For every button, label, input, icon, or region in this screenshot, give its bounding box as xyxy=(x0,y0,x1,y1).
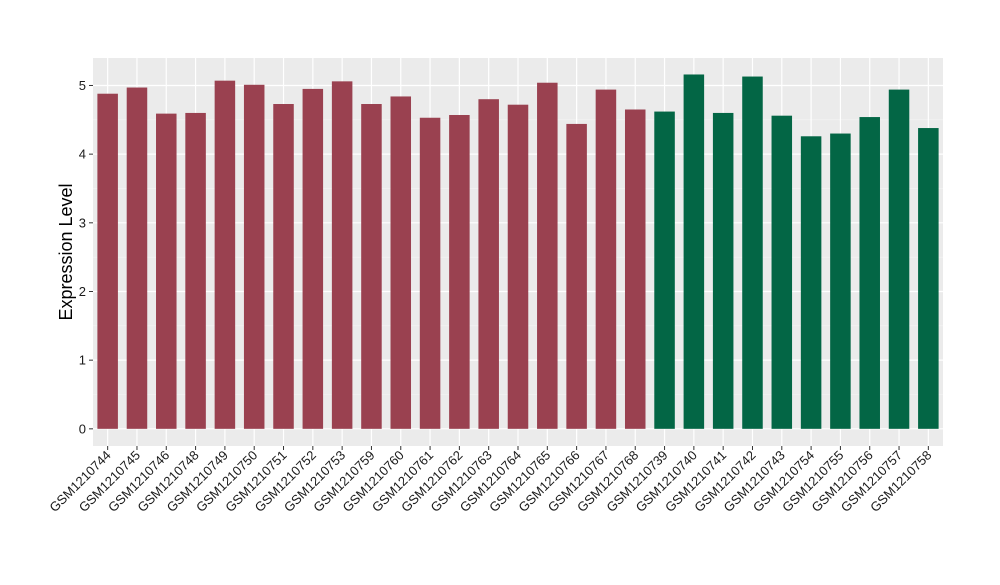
y-tick-label: 0 xyxy=(79,421,86,436)
y-axis: 0 1 2 3 4 5 xyxy=(79,78,93,436)
bar-gsm1210758 xyxy=(918,128,939,429)
bar-gsm1210755 xyxy=(830,133,851,429)
y-tick-label: 3 xyxy=(79,215,86,230)
bar-gsm1210740 xyxy=(683,74,705,429)
bar-gsm1210751 xyxy=(273,104,294,429)
bar-gsm1210768 xyxy=(624,109,646,429)
y-axis-label: Expression Level xyxy=(56,183,76,320)
bar-gsm1210762 xyxy=(449,114,470,429)
bar-gsm1210756 xyxy=(859,117,880,429)
bar-gsm1210767 xyxy=(595,89,617,429)
bar-gsm1210766 xyxy=(566,123,587,429)
bars xyxy=(97,74,939,429)
bar-gsm1210742 xyxy=(742,76,763,429)
bar-gsm1210743 xyxy=(771,115,793,429)
bar-gsm1210749 xyxy=(214,80,236,429)
x-axis: GSM1210744GSM1210745GSM1210746GSM1210748… xyxy=(46,446,934,515)
bar-gsm1210760 xyxy=(390,96,412,429)
y-tick-label: 1 xyxy=(79,353,86,368)
bar-gsm1210746 xyxy=(156,113,177,429)
bar-gsm1210757 xyxy=(888,89,910,429)
bar-gsm1210753 xyxy=(331,81,353,429)
y-tick-label: 2 xyxy=(79,284,86,299)
bar-gsm1210744 xyxy=(97,93,118,429)
bar-gsm1210748 xyxy=(185,112,206,429)
bar-gsm1210754 xyxy=(800,136,822,429)
bar-gsm1210765 xyxy=(537,82,558,429)
bar-gsm1210761 xyxy=(419,117,441,429)
bar-gsm1210764 xyxy=(507,104,529,429)
y-tick-label: 5 xyxy=(79,78,86,93)
bar-gsm1210759 xyxy=(361,104,382,429)
bar-gsm1210752 xyxy=(302,88,324,429)
bar-gsm1210750 xyxy=(243,84,265,429)
bar-gsm1210763 xyxy=(478,99,499,429)
y-tick-label: 4 xyxy=(79,147,86,162)
bar-gsm1210739 xyxy=(654,111,675,429)
bar-gsm1210745 xyxy=(126,87,148,429)
bar-gsm1210741 xyxy=(712,112,734,429)
